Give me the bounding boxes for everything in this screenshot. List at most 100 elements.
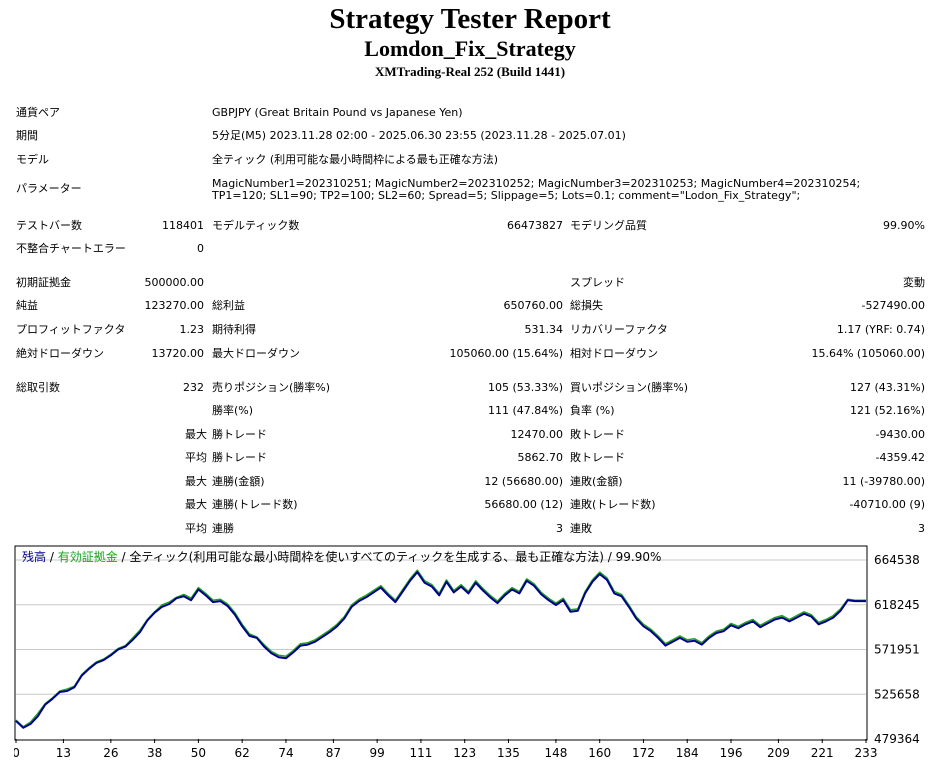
x-tick-label: 135 — [497, 746, 520, 760]
bars-label: テストバー数 — [16, 219, 82, 232]
legend-separator: / — [46, 550, 58, 564]
row-consec-trades: 最大 連勝(トレード数) 56680.00 (12) 連敗(トレード数) -40… — [0, 496, 940, 514]
long-value: 127 (43.31%) — [849, 381, 925, 394]
avg-consec-losses-value: 3 — [918, 522, 925, 535]
errors-label: 不整合チャートエラー — [16, 242, 126, 255]
balance-chart-svg: 664538 618245 571951 525658 479364 0 13 26 38 50… — [12, 545, 920, 760]
x-tick-labels: 0 13 26 38 50 62 74 87 99 111 123 135 148 160 172 184 19… — [12, 739, 878, 760]
row-bars: テストバー数 118401 モデルティック数 66473827 モデリング品質 … — [0, 217, 940, 235]
max-dd-label: 最大ドローダウン — [212, 347, 300, 360]
x-tick-label: 233 — [855, 746, 878, 760]
row-net: 純益 123270.00 総利益 650760.00 総損失 -527490.0… — [0, 297, 940, 315]
x-tick-label: 87 — [326, 746, 341, 760]
plot-frame — [14, 545, 868, 741]
max-consec-wins-label: 連勝(金額) — [212, 475, 265, 488]
loss-label: 負率 (%) — [570, 404, 615, 417]
x-tick-label: 111 — [409, 746, 432, 760]
x-tick-label: 74 — [278, 746, 293, 760]
avg-win-label: 勝トレード — [212, 451, 267, 464]
avg-consec-losses-label: 連敗 — [570, 522, 592, 535]
row-deposit: 初期証拠金 500000.00 スプレッド 変動 — [0, 274, 940, 292]
rel-dd-value: 15.64% (105060.00) — [811, 347, 925, 360]
symbol-label: 通貨ペア — [16, 106, 60, 119]
short-value: 105 (53.33%) — [487, 381, 563, 394]
row-pf: プロフィットファクタ 1.23 期待利得 531.34 リカバリーファクタ 1.… — [0, 321, 940, 339]
row-average: 平均 勝トレード 5862.70 敗トレード -4359.42 — [0, 449, 940, 467]
spread-value: 変動 — [903, 276, 925, 289]
max-consec-losses-label: 連敗(金額) — [570, 475, 623, 488]
gross-loss-label: 総損失 — [570, 299, 603, 312]
y-tick-label: 571951 — [874, 643, 920, 657]
rel-dd-label: 相対ドローダウン — [570, 347, 658, 360]
max-consec-loss-label: 連敗(トレード数) — [570, 498, 656, 511]
x-tick-label: 50 — [191, 746, 206, 760]
spread-label: スプレッド — [570, 276, 625, 289]
row-model: モデル 全ティック (利用可能な最小時間枠による最も正確な方法) — [0, 151, 940, 169]
bars-value: 118401 — [162, 219, 204, 232]
avg-win-value: 5862.70 — [517, 451, 564, 464]
max-consec-losses-value: 11 (-39780.00) — [842, 475, 925, 488]
net-label: 純益 — [16, 299, 38, 312]
period-value: 5分足(M5) 2023.11.28 02:00 - 2025.06.30 23… — [212, 129, 626, 142]
errors-value: 0 — [197, 242, 204, 255]
x-tick-label: 209 — [767, 746, 790, 760]
quality-value: 99.90% — [883, 219, 925, 232]
abs-dd-label: 絶対ドローダウン — [16, 347, 104, 360]
grid-lines — [16, 559, 866, 695]
ticks-value: 66473827 — [507, 219, 563, 232]
trades-label: 総取引数 — [16, 381, 60, 394]
y-tick-label: 525658 — [874, 687, 920, 701]
trades-value: 232 — [183, 381, 204, 394]
largest-win-label: 勝トレード — [212, 428, 267, 441]
x-tick-label: 123 — [453, 746, 476, 760]
report-table: 通貨ペア GBPJPY (Great Britain Pound vs Japa… — [0, 104, 940, 538]
period-label: 期間 — [16, 129, 38, 142]
consec-trades-prefix: 最大 — [185, 498, 207, 511]
y-tick-labels: 664538 618245 571951 525658 479364 — [874, 553, 920, 746]
row-largest: 最大 勝トレード 12470.00 敗トレード -9430.00 — [0, 426, 940, 444]
recovery-label: リカバリーファクタ — [570, 323, 668, 336]
row-errors: 不整合チャートエラー 0 — [0, 240, 940, 258]
x-tick-label: 221 — [811, 746, 834, 760]
legend-equity: 有効証拠金 — [57, 550, 118, 564]
largest-loss-label: 敗トレード — [570, 428, 625, 441]
model-label: モデル — [16, 153, 49, 166]
balance-line — [15, 571, 866, 729]
avg-consec-wins-value: 3 — [556, 522, 563, 535]
row-trades: 総取引数 232 売りポジション(勝率%) 105 (53.33%) 買いポジシ… — [0, 379, 940, 397]
row-drawdown: 絶対ドローダウン 13720.00 最大ドローダウン 105060.00 (15… — [0, 345, 940, 363]
chart-legend: 残高 / 有効証拠金 / 全ティック(利用可能な最小時間枠を使いすべてのティック… — [22, 550, 661, 564]
gross-loss-value: -527490.00 — [861, 299, 925, 312]
largest-win-value: 12470.00 — [510, 428, 564, 441]
row-avg-consec: 平均 連勝 3 連敗 3 — [0, 520, 940, 538]
x-tick-label: 160 — [588, 746, 611, 760]
avg-loss-value: -4359.42 — [875, 451, 925, 464]
server-build: XMTrading-Real 252 (Build 1441) — [374, 64, 566, 79]
largest-loss-value: -9430.00 — [875, 428, 925, 441]
long-label: 買いポジション(勝率%) — [570, 381, 689, 394]
largest-prefix: 最大 — [185, 428, 207, 441]
pf-label: プロフィットファクタ — [16, 323, 126, 336]
max-consec-loss-value: -40710.00 (9) — [849, 498, 925, 511]
pf-value: 1.23 — [179, 323, 205, 336]
row-params: パラメーター — [0, 180, 940, 198]
report-title: Strategy Tester Report — [329, 3, 611, 35]
payoff-label: 期待利得 — [212, 323, 256, 336]
max-dd-value: 105060.00 (15.64%) — [449, 347, 563, 360]
symbol-value: GBPJPY (Great Britain Pound vs Japanese … — [212, 106, 463, 119]
legend-separator: / — [117, 550, 130, 564]
x-tick-label: 184 — [676, 746, 699, 760]
x-tick-label: 172 — [632, 746, 655, 760]
row-consec-amount: 最大 連勝(金額) 12 (56680.00) 連敗(金額) 11 (-3978… — [0, 473, 940, 491]
x-tick-label: 13 — [56, 746, 71, 760]
row-symbol: 通貨ペア GBPJPY (Great Britain Pound vs Japa… — [0, 104, 940, 122]
gross-profit-value: 650760.00 — [503, 299, 564, 312]
x-tick-label: 0 — [14, 746, 20, 760]
win-value: 111 (47.84%) — [487, 404, 563, 417]
average-prefix: 平均 — [185, 451, 207, 464]
abs-dd-value: 13720.00 — [151, 347, 205, 360]
max-consec-profit-label: 連勝(トレード数) — [212, 498, 298, 511]
short-label: 売りポジション(勝率%) — [212, 381, 331, 394]
x-tick-label: 26 — [103, 746, 118, 760]
row-period: 期間 5分足(M5) 2023.11.28 02:00 - 2025.06.30… — [0, 127, 940, 145]
